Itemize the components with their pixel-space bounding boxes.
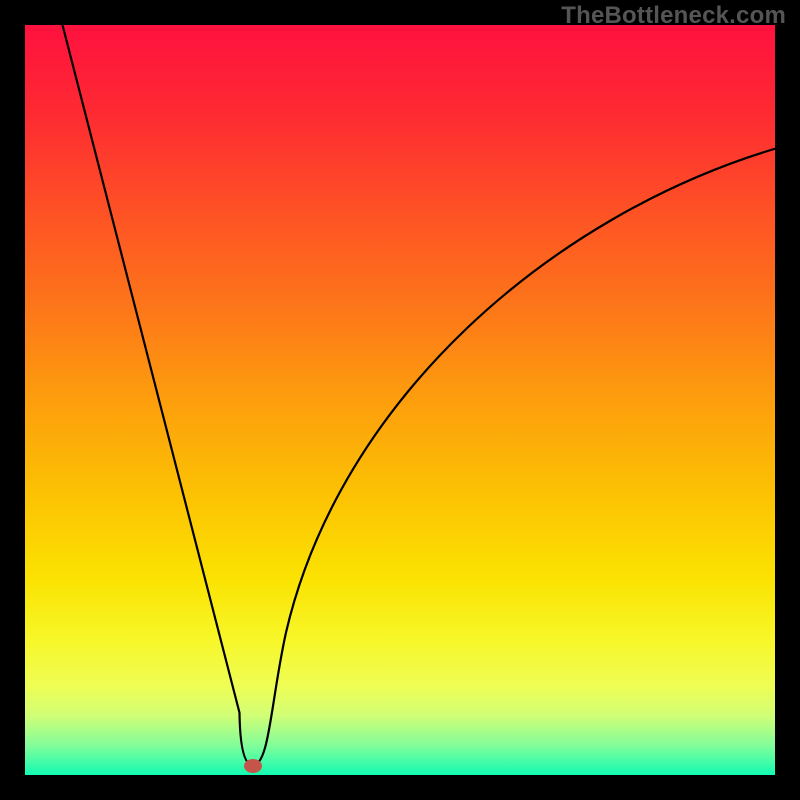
figure-container: TheBottleneck.com: [0, 0, 800, 800]
figure-canvas: [0, 0, 800, 800]
vertex-marker: [244, 759, 262, 773]
watermark-text: TheBottleneck.com: [561, 2, 786, 30]
